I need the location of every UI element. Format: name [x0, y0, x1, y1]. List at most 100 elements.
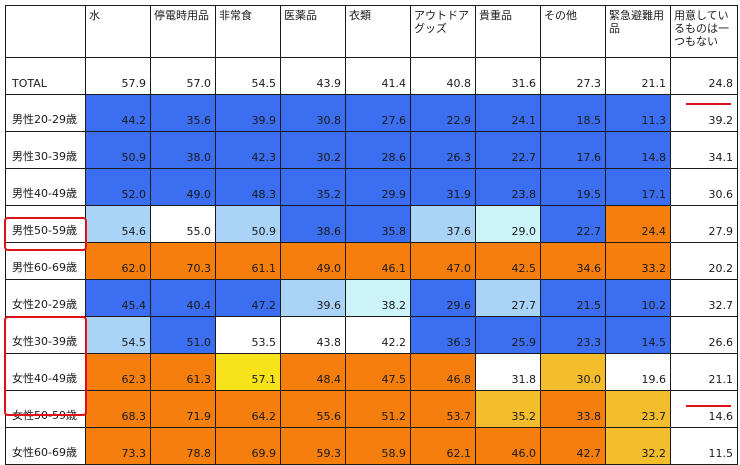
table-row: TOTAL 57.9 57.0 54.5 43.9 41.4 40.8 31.6 27.3 21.… [5, 57, 738, 95]
value-cell: 30.8 [280, 94, 346, 132]
value-cell: 42.3 [215, 131, 281, 169]
value-cell: 33.8 [540, 390, 606, 428]
value-cell: 14.5 [605, 316, 671, 354]
row-label: TOTAL [5, 57, 86, 95]
value-cell: 11.5 [670, 427, 738, 465]
value-cell: 40.8 [410, 57, 476, 95]
value-cell: 43.9 [280, 57, 346, 95]
value-cell: 54.6 [85, 205, 151, 243]
value-cell: 38.0 [150, 131, 216, 169]
value-cell: 10.2 [605, 279, 671, 317]
value-cell: 61.1 [215, 242, 281, 280]
crosstab-table: 水停電時用品 非常食 医薬品 衣類 アウトドアグッズ 貴重品 その他 緊急避難用品 用意している… [5, 5, 738, 465]
column-header: 用意しているものは一つもない [670, 5, 738, 58]
value-cell: 39.6 [280, 279, 346, 317]
value-cell: 34.1 [670, 131, 738, 169]
column-header: 非常食 [215, 5, 281, 58]
value-cell: 24.8 [670, 57, 738, 95]
value-cell: 35.2 [280, 168, 346, 206]
column-header: 医薬品 [280, 5, 346, 58]
value-cell: 59.3 [280, 427, 346, 465]
column-header: 停電時用品 [150, 5, 216, 58]
value-cell: 62.0 [85, 242, 151, 280]
value-cell: 19.5 [540, 168, 606, 206]
table-row: 女性60-69歳 73.3 78.8 69.9 59.3 58.9 62.1 46.0 42.7… [5, 427, 738, 465]
value-cell: 40.4 [150, 279, 216, 317]
value-cell: 14.8 [605, 131, 671, 169]
value-cell: 44.2 [85, 94, 151, 132]
table-row: 女性30-39歳 54.5 51.0 53.5 43.8 42.2 36.3 25.9 23.3… [5, 316, 738, 354]
value-cell: 53.7 [410, 390, 476, 428]
table-row: 男性60-69歳 62.0 70.3 61.1 49.0 46.1 47.0 42.5 34.6… [5, 242, 738, 280]
value-cell: 73.3 [85, 427, 151, 465]
value-cell: 11.3 [605, 94, 671, 132]
value-cell: 49.0 [280, 242, 346, 280]
value-cell: 31.6 [475, 57, 541, 95]
value-cell: 39.2 [670, 94, 738, 132]
value-cell: 29.9 [345, 168, 411, 206]
value-cell: 27.7 [475, 279, 541, 317]
value-cell: 69.9 [215, 427, 281, 465]
value-cell: 26.3 [410, 131, 476, 169]
column-header: 水 [85, 5, 151, 58]
table-row: 男性30-39歳 50.9 38.0 42.3 30.2 28.6 26.3 22.7 17.6… [5, 131, 738, 169]
value-cell: 31.9 [410, 168, 476, 206]
value-cell: 47.5 [345, 353, 411, 391]
value-cell: 19.6 [605, 353, 671, 391]
value-cell: 36.3 [410, 316, 476, 354]
highlight-box-female-40-69 [4, 316, 87, 416]
value-cell: 35.8 [345, 205, 411, 243]
value-cell: 42.5 [475, 242, 541, 280]
row-label: 男性50-59歳 [5, 205, 86, 243]
value-cell: 43.8 [280, 316, 346, 354]
value-cell: 22.7 [540, 205, 606, 243]
table-row: 男性50-59歳 54.6 55.0 50.9 38.6 35.8 37.6 29.0 22.7… [5, 205, 738, 243]
column-header: 貴重品 [475, 5, 541, 58]
value-cell: 30.0 [540, 353, 606, 391]
corner-cell [5, 5, 86, 58]
value-cell: 18.5 [540, 94, 606, 132]
value-cell: 41.4 [345, 57, 411, 95]
value-cell: 29.6 [410, 279, 476, 317]
header-row: 水停電時用品 非常食 医薬品 衣類 アウトドアグッズ 貴重品 その他 緊急避難用品 用意している… [5, 5, 738, 58]
value-cell: 46.8 [410, 353, 476, 391]
value-cell: 29.0 [475, 205, 541, 243]
value-cell: 21.5 [540, 279, 606, 317]
value-cell: 50.9 [215, 205, 281, 243]
value-cell: 24.1 [475, 94, 541, 132]
table-row: 女性50-59歳 68.3 71.9 64.2 55.6 51.2 53.7 35.2 33.8… [5, 390, 738, 428]
value-cell: 68.3 [85, 390, 151, 428]
value-cell: 34.6 [540, 242, 606, 280]
column-header: 緊急避難用品 [605, 5, 671, 58]
value-cell: 27.9 [670, 205, 738, 243]
value-cell: 47.2 [215, 279, 281, 317]
row-label: 男性40-49歳 [5, 168, 86, 206]
value-cell: 17.1 [605, 168, 671, 206]
value-cell: 32.7 [670, 279, 738, 317]
value-cell: 35.6 [150, 94, 216, 132]
table-row: 男性40-49歳 52.0 49.0 48.3 35.2 29.9 31.9 23.8 19.5… [5, 168, 738, 206]
value-cell: 48.4 [280, 353, 346, 391]
value-cell: 50.9 [85, 131, 151, 169]
underline-max-none [686, 103, 731, 105]
value-cell: 55.6 [280, 390, 346, 428]
value-cell: 49.0 [150, 168, 216, 206]
value-cell: 24.4 [605, 205, 671, 243]
value-cell: 31.8 [475, 353, 541, 391]
value-cell: 64.2 [215, 390, 281, 428]
value-cell: 27.3 [540, 57, 606, 95]
value-cell: 53.5 [215, 316, 281, 354]
table-row: 男性20-29歳 44.2 35.6 39.9 30.8 27.6 22.9 24.1 18.5… [5, 94, 738, 132]
value-cell: 52.0 [85, 168, 151, 206]
value-cell: 57.9 [85, 57, 151, 95]
column-header: その他 [540, 5, 606, 58]
value-cell: 46.0 [475, 427, 541, 465]
highlight-box-male-60s [4, 217, 87, 251]
value-cell: 38.6 [280, 205, 346, 243]
value-cell: 48.3 [215, 168, 281, 206]
value-cell: 14.6 [670, 390, 738, 428]
value-cell: 78.8 [150, 427, 216, 465]
value-cell: 26.6 [670, 316, 738, 354]
row-label: 男性20-29歳 [5, 94, 86, 132]
value-cell: 54.5 [85, 316, 151, 354]
